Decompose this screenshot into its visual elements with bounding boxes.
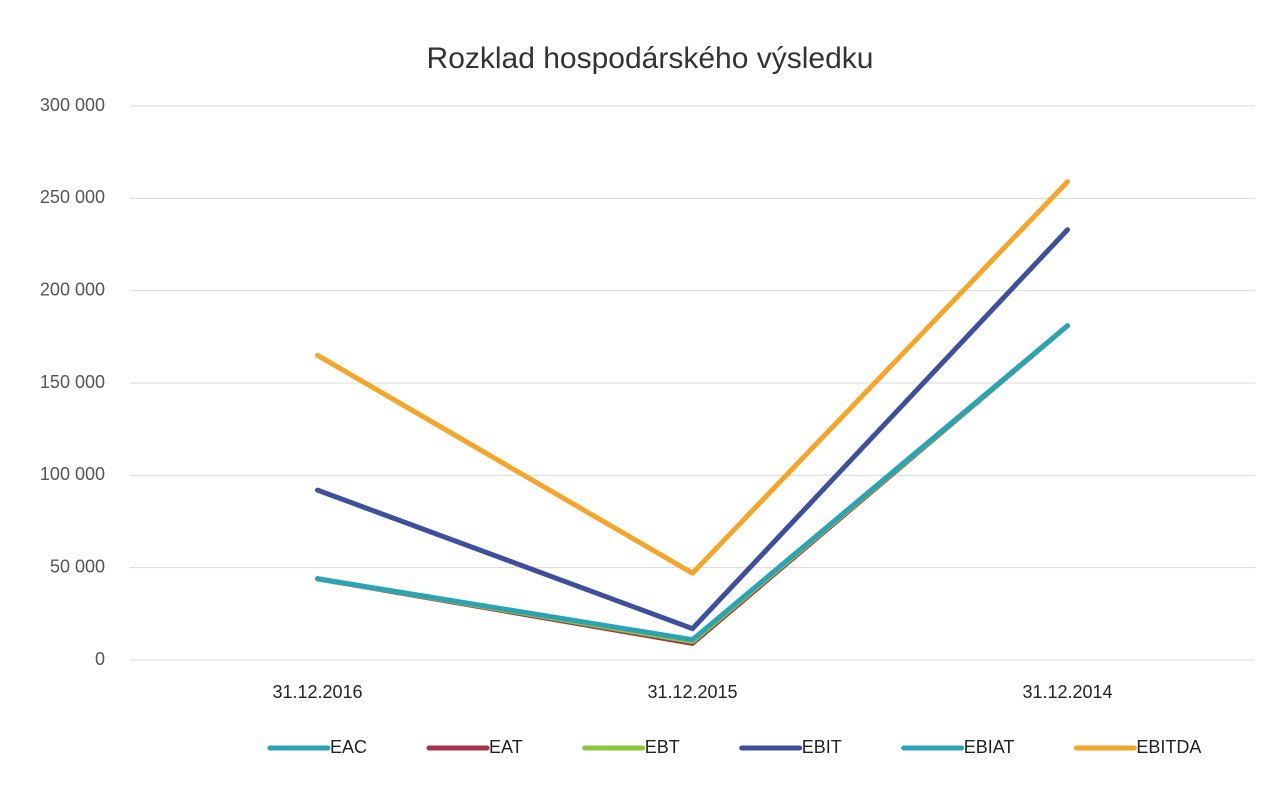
legend-label: EAC [330, 737, 367, 757]
legend-label: EBT [645, 737, 680, 757]
y-tick-label: 250 000 [40, 187, 105, 207]
y-tick-label: 150 000 [40, 372, 105, 392]
series-line [315, 323, 1070, 643]
x-tick-label: 31.12.2014 [1022, 682, 1112, 702]
legend-label: EBIAT [964, 737, 1015, 757]
y-tick-label: 300 000 [40, 95, 105, 115]
y-tick-label: 200 000 [40, 279, 105, 299]
y-tick-label: 0 [95, 649, 105, 669]
x-tick-label: 31.12.2016 [272, 682, 362, 702]
legend-label: EBIT [802, 737, 842, 757]
legend-label: EBITDA [1136, 737, 1201, 757]
series-line [315, 179, 1070, 576]
chart-title: Rozklad hospodárského výsledku [427, 42, 874, 75]
y-tick-label: 100 000 [40, 464, 105, 484]
series-line [315, 227, 1070, 632]
legend-label: EAT [489, 737, 523, 757]
x-tick-label: 31.12.2015 [647, 682, 737, 702]
y-tick-label: 50 000 [50, 556, 105, 576]
